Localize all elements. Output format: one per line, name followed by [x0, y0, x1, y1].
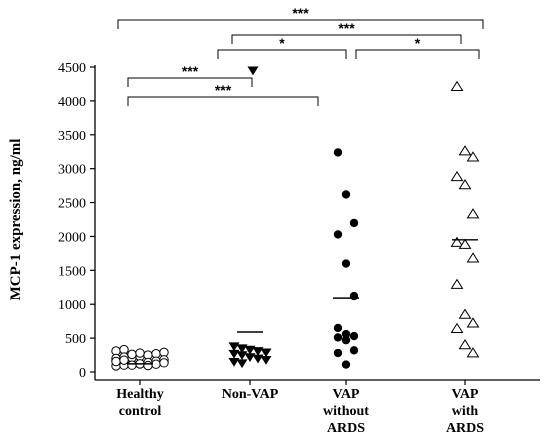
y-tick-label: 500 [65, 332, 86, 347]
y-tick-label: 4500 [58, 61, 86, 76]
data-point-triangle-up [466, 151, 480, 162]
data-point-triangle-down [228, 349, 240, 359]
category-label: VAP with ARDS [446, 387, 484, 436]
data-point-triangle-up [458, 238, 472, 249]
data-point-triangle-up [450, 322, 464, 333]
data-point-triangle-down [236, 344, 248, 354]
category-label: Healthy control [116, 387, 163, 419]
data-point-open-circle [127, 349, 137, 360]
data-point-triangle-up [466, 252, 480, 263]
y-ticks: 0 500 1000 1500 2000 2500 3000 3500 4000 4500 [58, 61, 95, 381]
data-point-filled-circle [333, 348, 343, 358]
y-tick-label: 2000 [58, 230, 86, 245]
data-point-filled-circle [333, 323, 343, 333]
significance-bracket [231, 34, 462, 44]
data-point-filled-circle [349, 331, 359, 341]
y-tick-label: 1500 [58, 264, 86, 279]
data-point-open-circle [151, 359, 161, 369]
data-point-open-circle [111, 356, 121, 367]
data-point-filled-circle [341, 190, 351, 199]
data-point-filled-circle [333, 148, 343, 157]
significance-label: *** [338, 20, 355, 36]
data-points [111, 66, 480, 371]
y-tick-label: 0 [79, 366, 86, 381]
significance-brackets: ******* ******* [117, 5, 484, 106]
data-point-triangle-up [450, 236, 464, 247]
data-point-open-circle [127, 360, 137, 370]
data-point-triangle-down [252, 354, 264, 364]
data-point-triangle-down [244, 345, 256, 355]
y-tick-label: 4000 [58, 95, 86, 110]
y-tick-label: 3000 [58, 163, 86, 178]
data-point-filled-circle [333, 230, 343, 239]
y-tick-label: 2500 [58, 197, 86, 212]
significance-label: *** [215, 82, 232, 98]
significance-label: * [279, 35, 285, 51]
data-point-triangle-up [450, 80, 464, 92]
data-point-triangle-down [236, 359, 248, 369]
data-point-triangle-up [458, 308, 472, 319]
data-point-triangle-up [466, 347, 480, 358]
data-point-triangle-up [466, 208, 480, 219]
data-point-triangle-down [247, 66, 259, 76]
data-point-triangle-down [228, 357, 240, 367]
category-label: VAP without ARDS [323, 387, 369, 436]
y-axis-title: MCP-1 expression, ng/ml [8, 139, 24, 301]
data-point-triangle-up [466, 317, 480, 328]
significance-bracket [217, 49, 347, 59]
data-point-open-circle [143, 360, 153, 371]
data-point-triangle-down [260, 348, 272, 358]
data-point-triangle-down [244, 353, 256, 363]
data-point-filled-circle [341, 329, 351, 339]
data-point-triangle-up [458, 145, 472, 156]
data-point-filled-circle [349, 291, 359, 301]
category-labels: Healthy control Non-VAP VAP without ARDS VAP wi… [116, 380, 484, 436]
significance-bracket [117, 19, 484, 29]
data-point-filled-circle [341, 335, 351, 345]
significance-label: *** [182, 63, 199, 79]
y-tick-label: 3500 [58, 129, 86, 144]
significance-label: *** [292, 5, 309, 21]
data-point-triangle-down [252, 347, 264, 356]
data-point-open-circle [159, 358, 169, 368]
significance-bracket [127, 96, 319, 106]
y-tick-label: 1000 [58, 298, 86, 313]
data-point-filled-circle [349, 218, 359, 228]
data-point-open-circle [135, 348, 145, 358]
data-point-triangle-up [450, 278, 464, 289]
data-point-filled-circle [341, 259, 351, 268]
data-point-filled-circle [341, 360, 351, 369]
data-point-triangle-down [260, 355, 272, 365]
significance-label: * [415, 35, 421, 51]
data-point-open-circle [119, 355, 129, 365]
significance-bracket [127, 77, 253, 87]
median-lines [127, 239, 478, 365]
data-point-triangle-up [450, 170, 464, 182]
data-point-triangle-up [458, 338, 472, 350]
data-point-triangle-up [458, 179, 472, 190]
axes [94, 65, 540, 381]
data-point-filled-circle [349, 346, 359, 355]
category-label: Non-VAP [222, 387, 279, 402]
data-point-filled-circle [333, 333, 343, 342]
significance-bracket [355, 49, 480, 59]
